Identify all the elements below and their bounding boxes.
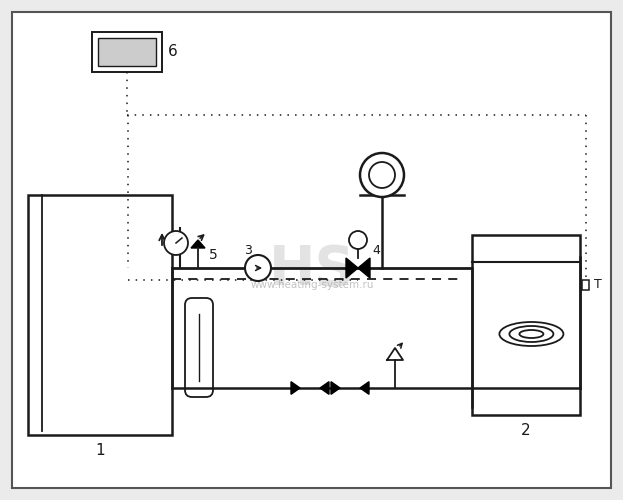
Circle shape <box>369 162 395 188</box>
Circle shape <box>245 255 271 281</box>
Bar <box>28 195 172 435</box>
Bar <box>472 235 580 415</box>
Bar <box>92 32 162 72</box>
Circle shape <box>360 153 404 197</box>
Polygon shape <box>320 382 329 394</box>
Text: 6: 6 <box>168 44 178 60</box>
Circle shape <box>164 231 188 255</box>
Polygon shape <box>331 382 340 394</box>
Text: HS: HS <box>269 243 355 297</box>
Polygon shape <box>191 240 205 248</box>
Bar <box>582 280 589 290</box>
Text: 5: 5 <box>209 248 218 262</box>
Circle shape <box>349 231 367 249</box>
Polygon shape <box>346 258 358 278</box>
Polygon shape <box>358 258 370 278</box>
Text: 2: 2 <box>521 423 531 438</box>
Bar <box>98 38 156 66</box>
Text: T: T <box>594 278 602 291</box>
Text: 3: 3 <box>244 244 252 256</box>
FancyBboxPatch shape <box>185 298 213 397</box>
Text: 1: 1 <box>95 443 105 458</box>
Polygon shape <box>291 382 300 394</box>
Text: www.heating-system.ru: www.heating-system.ru <box>250 280 374 290</box>
Text: 4: 4 <box>372 244 380 256</box>
Polygon shape <box>360 382 369 394</box>
